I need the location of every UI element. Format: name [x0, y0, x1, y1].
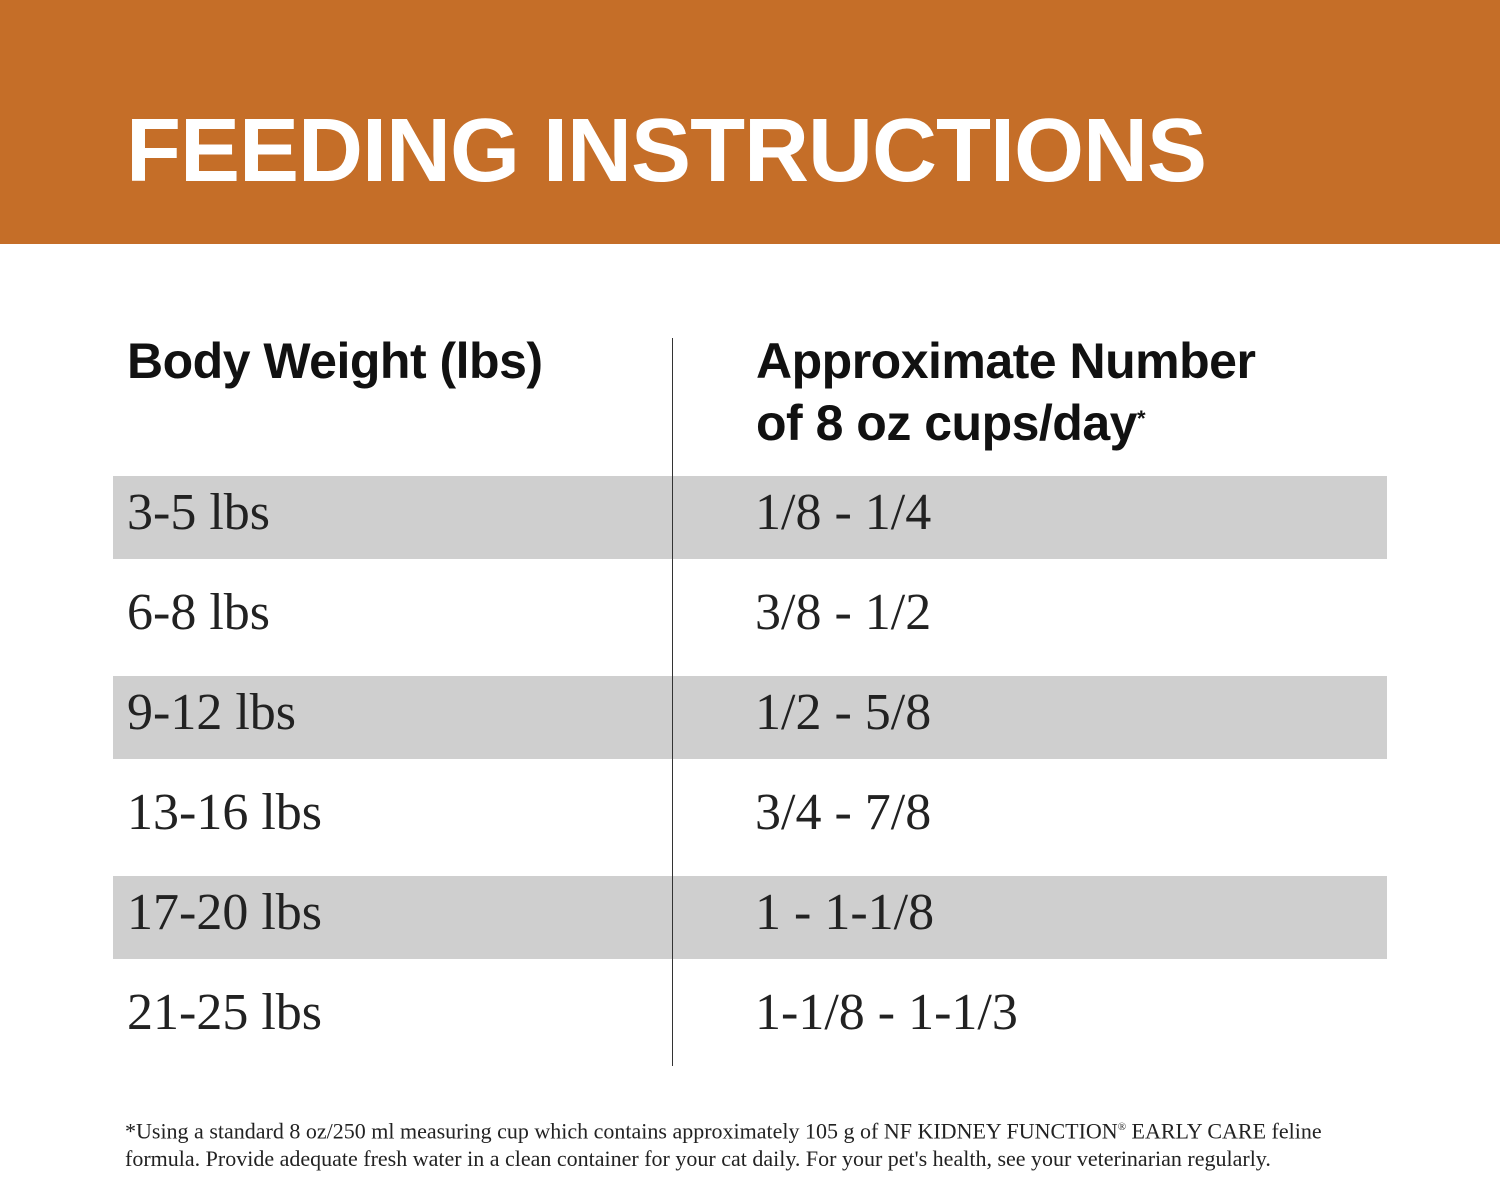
header-line2: of 8 oz cups/day: [756, 395, 1137, 451]
registered-mark: ®: [1117, 1121, 1127, 1133]
column-divider: [672, 338, 673, 1066]
footnote-text-2: EARLY CARE feline formula. Provide adequ…: [125, 1118, 1322, 1172]
weight-cell: 9-12 lbs: [127, 684, 296, 741]
cups-cell: 3/4 - 7/8: [755, 784, 932, 841]
title-banner: FEEDING INSTRUCTIONS: [0, 0, 1500, 244]
asterisk-mark: *: [1136, 406, 1146, 431]
page-title: FEEDING INSTRUCTIONS: [126, 101, 1207, 201]
row-shade: [113, 876, 1387, 959]
weight-cell: 17-20 lbs: [127, 884, 322, 941]
weight-cell: 13-16 lbs: [127, 784, 322, 841]
cups-cell: 3/8 - 1/2: [755, 584, 932, 641]
weight-cell: 6-8 lbs: [127, 584, 270, 641]
cups-cell: 1/8 - 1/4: [755, 484, 932, 541]
footnote-text-1: *Using a standard 8 oz/250 ml measuring …: [125, 1118, 1118, 1144]
header-line1: Approximate Number: [756, 333, 1256, 389]
header-body-weight: Body Weight (lbs): [127, 333, 543, 389]
weight-cell: 21-25 lbs: [127, 984, 322, 1041]
footnote: *Using a standard 8 oz/250 ml measuring …: [125, 1113, 1395, 1173]
cups-cell: 1-1/8 - 1-1/3: [755, 984, 1018, 1041]
weight-cell: 3-5 lbs: [127, 484, 270, 541]
row-shade: [113, 476, 1387, 559]
header-cups-per-day: Approximate Number of 8 oz cups/day*: [756, 330, 1256, 454]
row-shade: [113, 676, 1387, 759]
cups-cell: 1 - 1-1/8: [755, 884, 935, 941]
cups-cell: 1/2 - 5/8: [755, 684, 932, 741]
